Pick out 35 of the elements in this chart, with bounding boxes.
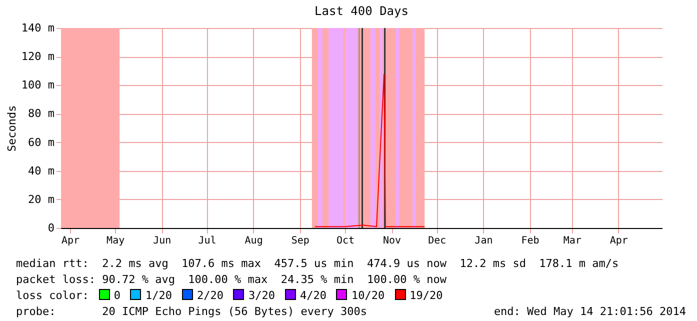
y-tick-label: 140 m xyxy=(21,22,55,34)
y-tick-label: 0 xyxy=(48,222,54,234)
text: 0 xyxy=(114,289,120,302)
text: packet loss: 90.72 % avg 100.00 % max 24.35 % min 100.00 % now xyxy=(16,272,448,288)
x-tick-label: Apr xyxy=(61,236,80,246)
y-tick-label: 60 m xyxy=(28,136,55,149)
x-tick-label: Apr xyxy=(610,236,628,246)
x-tick-label: Jun xyxy=(153,236,172,246)
text: 3/20 xyxy=(248,289,275,302)
text: 2/20 xyxy=(196,289,224,302)
x-tick-label: Nov xyxy=(383,236,402,246)
y-axis-title: Seconds xyxy=(5,105,18,152)
x-tick-label: Mar xyxy=(563,236,582,246)
text: 1/20 xyxy=(145,289,172,302)
x-tick-label: Oct xyxy=(336,236,355,246)
x-tick-label: Jan xyxy=(474,236,493,246)
x-tick-label: Aug xyxy=(244,236,263,246)
text: 19/20 xyxy=(410,289,443,302)
x-tick-label: Dec xyxy=(428,236,446,246)
text: 4/20 xyxy=(300,289,326,302)
y-tick-label: 80 m xyxy=(28,107,55,120)
text: end: Wed May 14 21:01:56 2014 xyxy=(494,304,686,320)
text: probe: 20 ICMP Echo Pings (56 Bytes) every 300s xyxy=(16,305,367,318)
x-tick-label: Sep xyxy=(291,236,310,246)
y-tick-label: 120 m xyxy=(21,50,55,64)
y-tick-label: 40 m xyxy=(28,164,55,178)
y-tick-label: 100 m xyxy=(21,78,55,92)
y-tick-label: 20 m xyxy=(28,192,55,206)
x-tick-label: May xyxy=(106,236,125,246)
chart-title: Last 400 Days xyxy=(314,4,408,18)
x-tick-label: Feb xyxy=(521,236,540,246)
text: loss color: xyxy=(16,289,89,302)
x-tick-label: Jul xyxy=(198,236,216,246)
text: 10/20 xyxy=(351,289,385,302)
text: median rtt: 2.2 ms avg 107.6 ms max 457.5 us min 474.9 us now 12.2 ms sd 178.1 m am/s xyxy=(16,256,620,272)
